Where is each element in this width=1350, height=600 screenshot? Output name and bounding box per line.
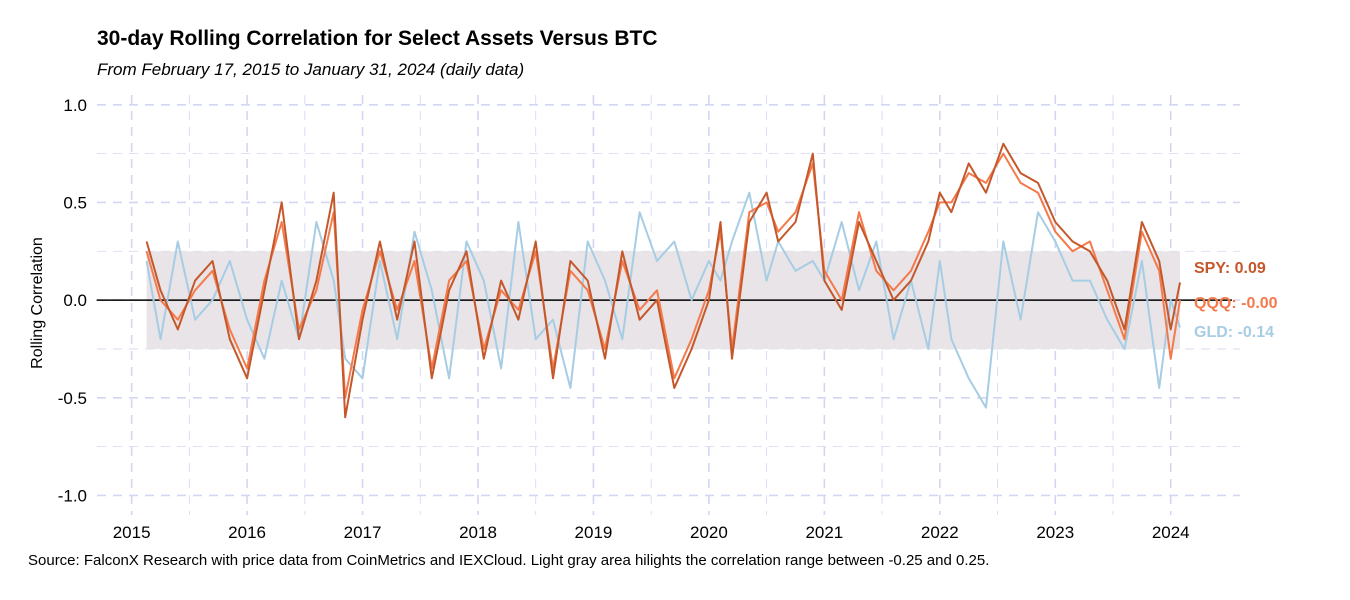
series-lines	[145, 142, 1181, 419]
x-tick-label: 2022	[921, 523, 959, 542]
series-label-spy: SPY: 0.09	[1194, 260, 1266, 277]
x-tick-label: 2023	[1036, 523, 1074, 542]
x-tick-label: 2016	[228, 523, 266, 542]
y-tick-label: 0.5	[63, 193, 87, 212]
x-tick-label: 2021	[805, 523, 843, 542]
chart-subtitle: From February 17, 2015 to January 31, 20…	[97, 60, 525, 79]
series-end-labels: SPY: 0.09 QQQ: -0.00 GLD: -0.14	[1194, 260, 1278, 341]
x-axis-ticks: 2015 2016 2017 2018 2019 2020 2021 2022 2023 2024	[113, 523, 1190, 542]
series-line-spy	[145, 142, 1181, 419]
chart-title: 30-day Rolling Correlation for Select As…	[97, 27, 658, 50]
y-tick-label: -1.0	[58, 486, 87, 505]
y-tick-label: 0.0	[63, 291, 87, 310]
x-tick-label: 2020	[690, 523, 728, 542]
y-axis-label: Rolling Correlation	[29, 237, 46, 369]
y-tick-label: 1.0	[63, 96, 87, 115]
source-caption: Source: FalconX Research with price data…	[28, 552, 990, 569]
series-label-qqq: QQQ: -0.00	[1194, 295, 1278, 312]
series-line-qqq	[145, 152, 1181, 399]
x-tick-label: 2024	[1152, 523, 1190, 542]
x-tick-label: 2018	[459, 523, 497, 542]
x-tick-label: 2019	[575, 523, 613, 542]
x-tick-label: 2015	[113, 523, 151, 542]
series-label-gld: GLD: -0.14	[1194, 324, 1274, 341]
x-tick-label: 2017	[344, 523, 382, 542]
y-tick-label: -0.5	[58, 389, 87, 408]
y-axis-ticks: 1.0 0.5 0.0 -0.5 -1.0	[58, 96, 87, 506]
